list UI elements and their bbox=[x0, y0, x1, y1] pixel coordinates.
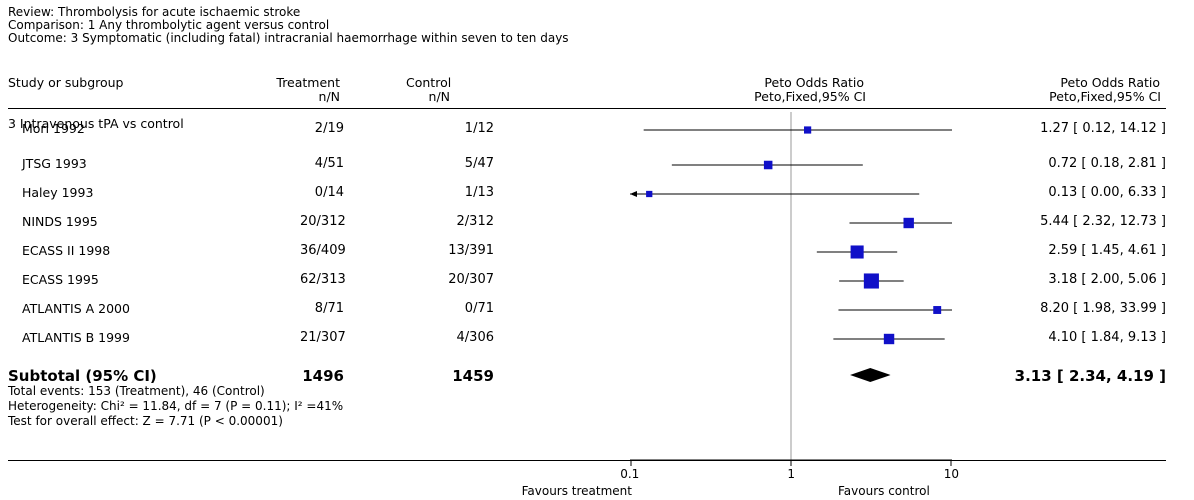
tick-label: 10 bbox=[943, 467, 960, 481]
favours-treatment: Favours treatment bbox=[521, 484, 632, 498]
study-control: 4/306 bbox=[456, 330, 494, 345]
study-ci: 1.27 [ 0.12, 14.12 ] bbox=[1040, 121, 1166, 136]
point-estimate bbox=[863, 273, 879, 289]
study-treatment: 36/409 bbox=[300, 243, 346, 258]
tick-label: 1 bbox=[787, 467, 796, 481]
study-control: 13/391 bbox=[448, 243, 494, 258]
footer-divider bbox=[8, 460, 1166, 461]
ci-arrow bbox=[630, 191, 637, 197]
subtotal-label: Subtotal (95% CI) bbox=[8, 367, 157, 385]
point-estimate bbox=[933, 306, 942, 314]
col-plot-sub: Peto,Fixed,95% CI bbox=[754, 89, 866, 104]
study-ci: 4.10 [ 1.84, 9.13 ] bbox=[1048, 330, 1166, 345]
heterogeneity: Heterogeneity: Chi² = 11.84, df = 7 (P =… bbox=[8, 399, 344, 413]
study-name: NINDS 1995 bbox=[22, 214, 98, 229]
study-treatment: 8/71 bbox=[314, 301, 344, 316]
col-treatment-sub: n/N bbox=[318, 89, 340, 104]
study-control: 2/312 bbox=[456, 214, 494, 229]
subtotal-ci: 3.13 [ 2.34, 4.19 ] bbox=[1014, 367, 1166, 385]
study-treatment: 4/51 bbox=[314, 156, 344, 171]
study-control: 0/71 bbox=[464, 301, 494, 316]
outcome-title: Outcome: 3 Symptomatic (including fatal)… bbox=[8, 31, 569, 45]
study-name: ATLANTIS A 2000 bbox=[22, 301, 130, 316]
total-events: Total events: 153 (Treatment), 46 (Contr… bbox=[8, 384, 265, 398]
point-estimate bbox=[763, 160, 773, 170]
study-control: 20/307 bbox=[448, 272, 494, 287]
point-estimate bbox=[850, 245, 864, 259]
col-study: Study or subgroup bbox=[8, 75, 124, 90]
study-control: 1/13 bbox=[464, 185, 494, 200]
subtotal-control: 1459 bbox=[452, 367, 494, 385]
study-name: Haley 1993 bbox=[22, 185, 94, 200]
point-estimate bbox=[903, 217, 914, 229]
pooled-diamond bbox=[850, 368, 891, 382]
study-ci: 8.20 [ 1.98, 33.99 ] bbox=[1040, 301, 1166, 316]
study-ci: 0.72 [ 0.18, 2.81 ] bbox=[1048, 156, 1166, 171]
study-treatment: 0/14 bbox=[314, 185, 344, 200]
study-control: 5/47 bbox=[464, 156, 494, 171]
review-title: Review: Thrombolysis for acute ischaemic… bbox=[8, 5, 301, 19]
col-control-sub: n/N bbox=[428, 89, 450, 104]
study-treatment: 62/313 bbox=[300, 272, 346, 287]
point-estimate bbox=[883, 333, 895, 345]
study-treatment: 2/19 bbox=[314, 121, 344, 136]
study-name: ATLANTIS B 1999 bbox=[22, 330, 130, 345]
study-name: JTSG 1993 bbox=[22, 156, 87, 171]
favours-control: Favours control bbox=[838, 484, 930, 498]
subtotal-treatment: 1496 bbox=[302, 367, 344, 385]
study-ci: 3.18 [ 2.00, 5.06 ] bbox=[1048, 272, 1166, 287]
col-ratio-title: Peto Odds Ratio bbox=[1060, 75, 1160, 90]
subgroup-title: 3 Intravenous tPA vs control bbox=[8, 116, 184, 131]
col-treatment: Treatment bbox=[276, 75, 340, 90]
col-ratio-sub: Peto,Fixed,95% CI bbox=[1049, 89, 1161, 104]
study-ci: 5.44 [ 2.32, 12.73 ] bbox=[1040, 214, 1166, 229]
point-estimate bbox=[646, 190, 653, 198]
header-divider bbox=[8, 108, 1166, 109]
col-plot-title: Peto Odds Ratio bbox=[764, 75, 864, 90]
study-name: ECASS 1995 bbox=[22, 272, 99, 287]
overall-effect: Test for overall effect: Z = 7.71 (P < 0… bbox=[8, 414, 283, 428]
col-control: Control bbox=[406, 75, 452, 90]
study-ci: 0.13 [ 0.00, 6.33 ] bbox=[1048, 185, 1166, 200]
point-estimate bbox=[804, 126, 812, 134]
study-name: ECASS II 1998 bbox=[22, 243, 111, 258]
study-treatment: 21/307 bbox=[300, 330, 346, 345]
study-treatment: 20/312 bbox=[300, 214, 346, 229]
study-ci: 2.59 [ 1.45, 4.61 ] bbox=[1048, 243, 1166, 258]
study-control: 1/12 bbox=[464, 121, 494, 136]
study-name: Mori 1992 bbox=[22, 121, 85, 136]
comparison-title: Comparison: 1 Any thrombolytic agent ver… bbox=[8, 18, 330, 32]
tick-label: 0.1 bbox=[620, 467, 640, 481]
